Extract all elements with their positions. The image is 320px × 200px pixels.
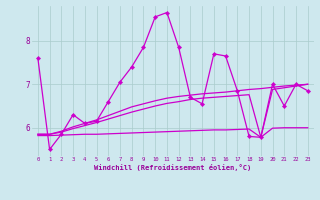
X-axis label: Windchill (Refroidissement éolien,°C): Windchill (Refroidissement éolien,°C) <box>94 164 252 171</box>
